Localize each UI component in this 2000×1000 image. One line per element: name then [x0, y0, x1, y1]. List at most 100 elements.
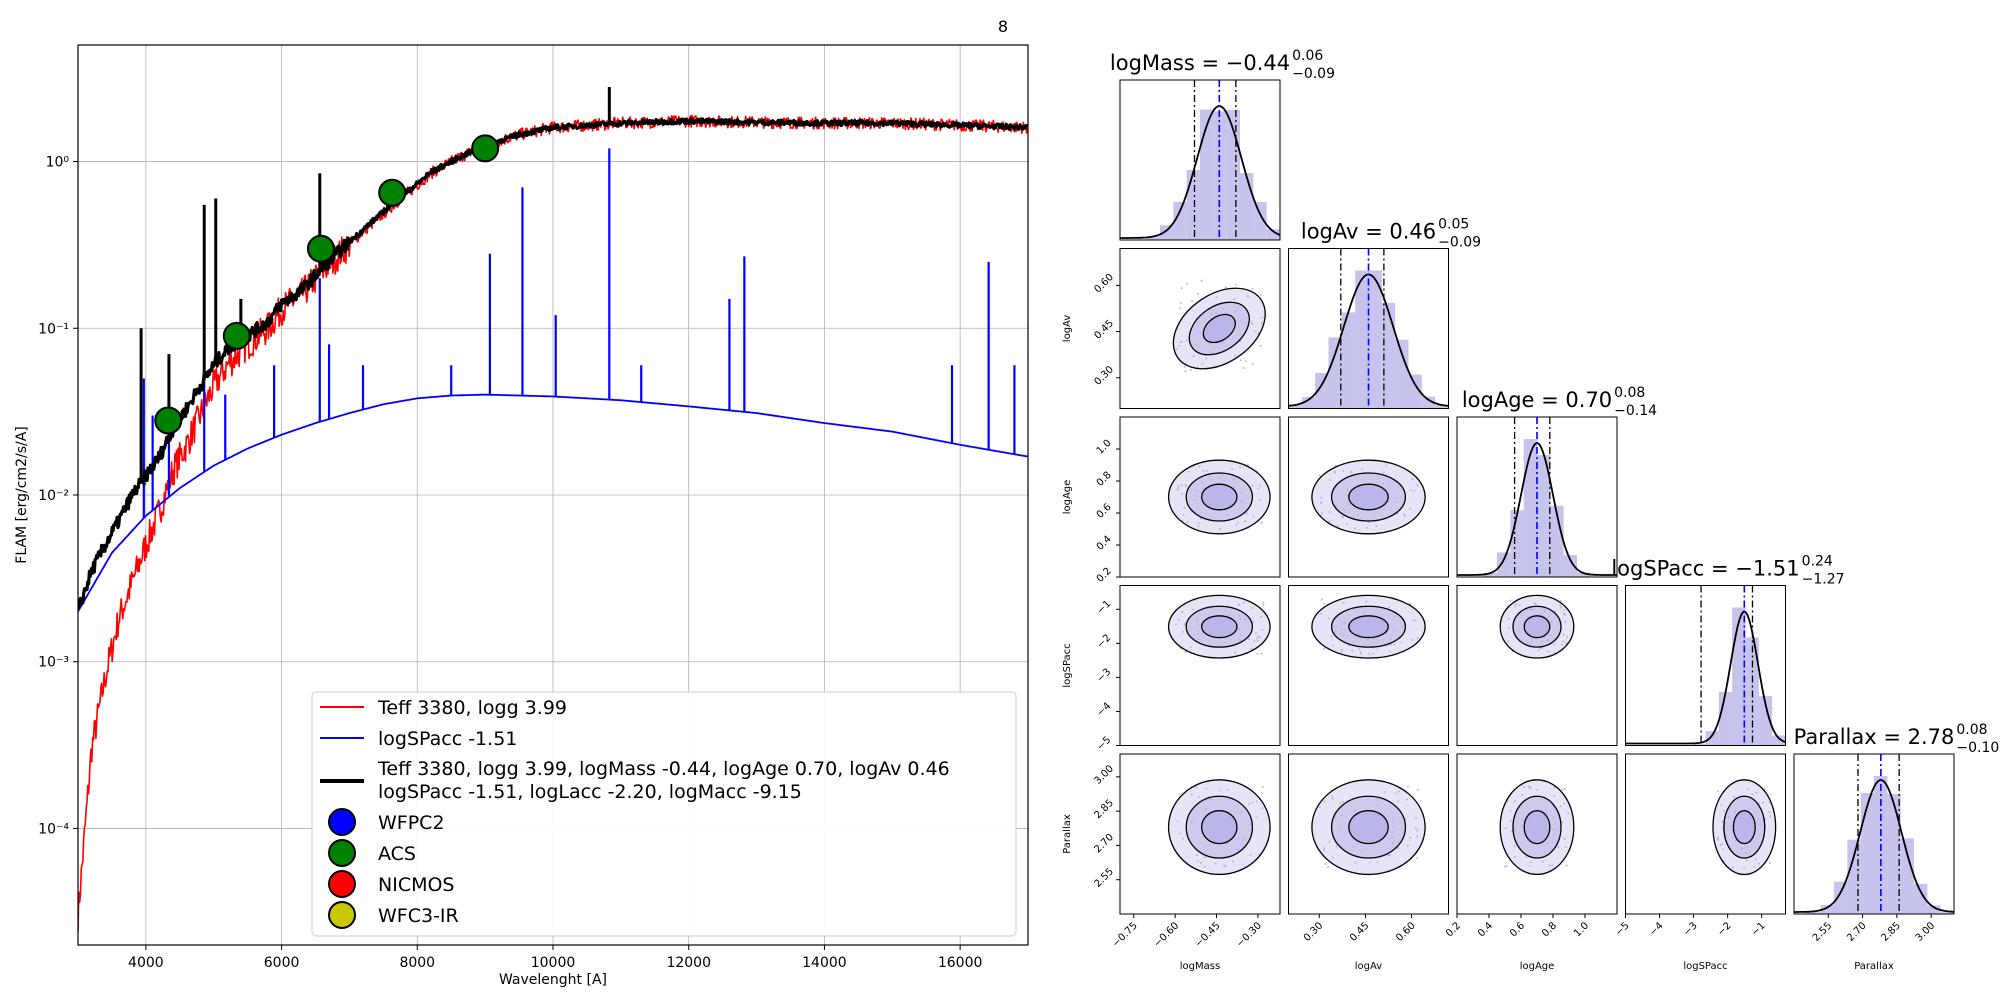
histogram-bar	[1705, 731, 1719, 746]
sample-point	[1562, 612, 1565, 615]
sample-point	[1205, 787, 1208, 790]
sample-point	[1755, 791, 1758, 794]
sample-point	[1260, 322, 1263, 325]
sample-point	[1251, 484, 1254, 487]
legend-marker-acs	[328, 839, 356, 867]
histogram-bar	[1927, 905, 1941, 914]
density-contour	[1201, 615, 1238, 639]
corner-panel-frame	[1288, 416, 1449, 578]
sample-point	[1182, 513, 1185, 516]
sample-point	[1529, 785, 1532, 788]
corner-x-axis-label: Parallax	[1854, 961, 1894, 972]
sample-point	[1372, 652, 1375, 655]
sample-point	[1416, 637, 1419, 640]
histogram-bar	[1301, 397, 1316, 409]
sample-point	[1327, 617, 1330, 620]
sample-point	[1537, 649, 1540, 652]
density-contour	[1348, 483, 1389, 511]
posterior-title: logSPacc = −1.51	[1611, 557, 1799, 581]
sample-point	[1250, 648, 1253, 651]
figure-number: 8	[998, 17, 1008, 36]
corner-y-tick-label: −1	[1095, 598, 1113, 616]
sample-point	[1406, 785, 1409, 788]
sample-point	[1192, 355, 1195, 358]
sample-point	[1184, 370, 1187, 373]
sample-point	[1340, 648, 1343, 651]
posterior-title-upper-error: 0.24	[1802, 554, 1833, 570]
corner-y-tick-label: 2.70	[1092, 832, 1116, 856]
histogram-bar	[1200, 109, 1214, 241]
sample-point	[1251, 801, 1254, 804]
sample-point	[1769, 815, 1772, 818]
corner-x-tick-label: 2.55	[1811, 920, 1835, 944]
corner-panel-logMass-logSPacc	[1119, 585, 1281, 746]
corner-panel-logAge-Parallax	[1456, 753, 1618, 915]
sample-point	[1242, 601, 1245, 604]
corner-y-tick-label: −3	[1095, 667, 1113, 685]
posterior-title-lower-error: −0.14	[1614, 403, 1657, 419]
sample-point	[1180, 492, 1183, 495]
sample-point	[1259, 344, 1262, 347]
sample-point	[1720, 804, 1723, 807]
sample-point	[1234, 651, 1237, 654]
sample-point	[1353, 527, 1356, 530]
legend-label-total-line2: logSPacc -1.51, logLacc -2.20, logMacc -…	[378, 781, 802, 803]
sample-point	[1564, 621, 1567, 624]
sample-point	[1215, 296, 1218, 299]
posterior-title: logAv = 0.46	[1301, 220, 1436, 244]
photometry-point-acs	[471, 134, 500, 163]
sample-point	[1365, 600, 1368, 603]
sample-point	[1190, 646, 1193, 649]
histogram-bar	[1368, 270, 1382, 409]
density-contour	[1201, 483, 1238, 511]
sample-point	[1183, 623, 1186, 626]
sample-point	[1341, 800, 1344, 803]
posterior-title-upper-error: 0.08	[1956, 722, 1987, 738]
sample-point	[1562, 802, 1565, 805]
sample-point	[1398, 790, 1401, 793]
sample-point	[1354, 861, 1357, 864]
sample-point	[1527, 785, 1530, 788]
corner-panel-logSPacc-logSPacc: logSPacc = −1.51 0.24 −1.27	[1611, 554, 1845, 746]
sample-point	[1414, 817, 1417, 820]
corner-y-tick-label: 2.55	[1092, 866, 1116, 890]
sample-point	[1180, 340, 1183, 343]
sample-point	[1561, 788, 1564, 791]
legend-marker-nicmos	[328, 870, 356, 898]
sample-point	[1251, 323, 1254, 326]
corner-y-tick-label: 0.45	[1092, 318, 1116, 342]
sample-point	[1248, 802, 1251, 805]
corner-panel-frame	[1288, 753, 1449, 915]
corner-panel-logAv-logAv: logAv = 0.46 0.05 −0.09	[1288, 217, 1481, 409]
sample-point	[1183, 506, 1186, 509]
sample-point	[1186, 521, 1189, 524]
sample-point	[1409, 489, 1412, 492]
density-contour	[1201, 810, 1238, 845]
density-contour	[1348, 810, 1389, 845]
sample-point	[1560, 821, 1563, 824]
sample-point	[1252, 515, 1255, 518]
sample-point	[1238, 603, 1241, 606]
sample-point	[1342, 601, 1345, 604]
sample-point	[1768, 801, 1771, 804]
sample-point	[1179, 301, 1182, 304]
corner-panel-logAge-logSPacc	[1456, 585, 1618, 746]
sample-point	[1553, 795, 1556, 798]
histogram-bar	[1550, 505, 1564, 577]
sample-point	[1415, 828, 1418, 831]
sample-point	[1400, 641, 1403, 644]
sample-point	[1409, 836, 1412, 839]
sed-x-tick-label: 12000	[666, 955, 711, 971]
sample-point	[1721, 843, 1724, 846]
corner-panel-logAv-logAge	[1288, 416, 1449, 578]
sample-point	[1251, 287, 1254, 290]
photometry-point-acs	[306, 234, 335, 263]
sample-point	[1385, 464, 1388, 467]
sample-point	[1320, 514, 1323, 517]
sed-y-tick-label: 10⁻²	[38, 488, 69, 504]
sample-point	[1178, 832, 1181, 835]
sample-point	[1403, 513, 1406, 516]
sed-x-axis-label: Wavelenght [A]	[499, 972, 607, 988]
corner-x-axis-label: logAge	[1520, 961, 1555, 972]
